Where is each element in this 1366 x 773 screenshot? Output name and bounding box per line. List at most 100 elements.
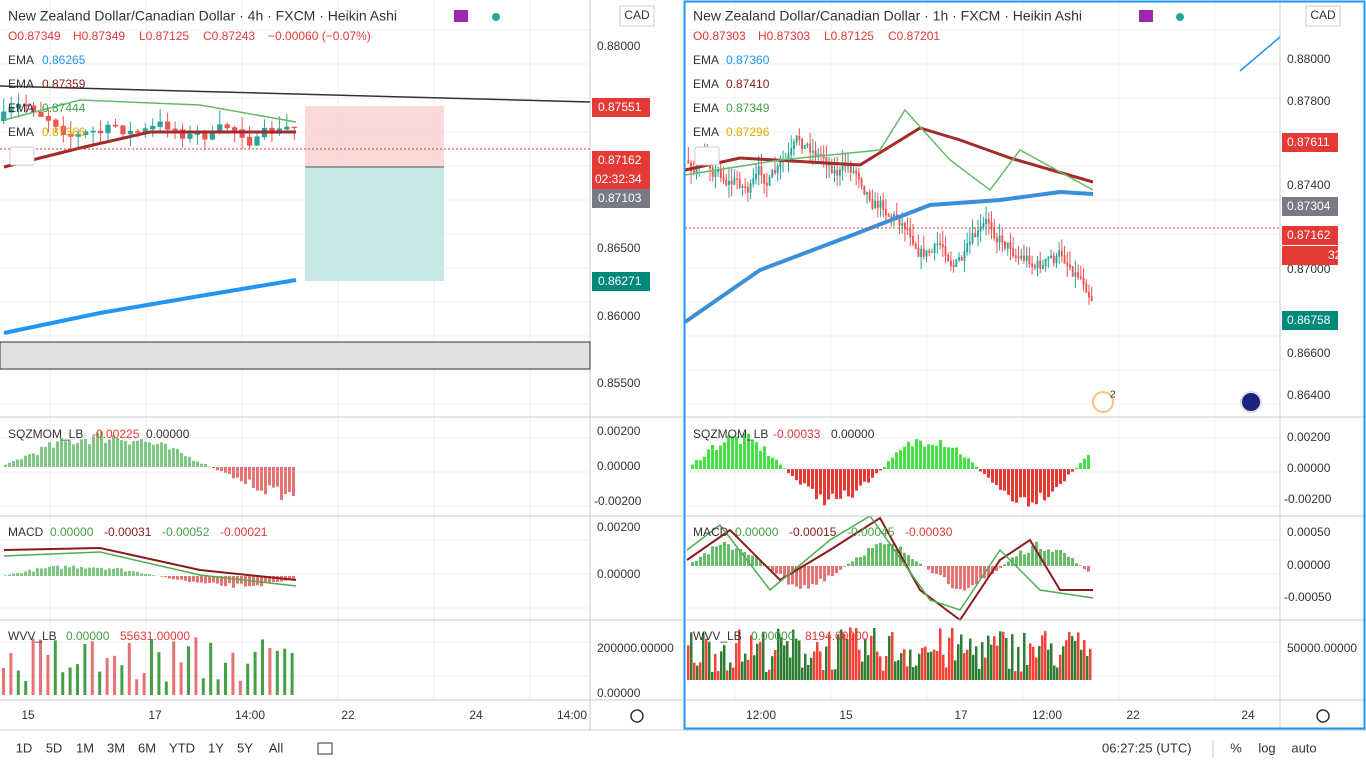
- log-toggle[interactable]: log: [1258, 740, 1275, 755]
- histogram-bar: [855, 469, 858, 491]
- volume-bar: [113, 656, 116, 695]
- histogram-bar: [731, 550, 734, 566]
- histogram-bar: [52, 566, 55, 576]
- histogram-bar: [144, 574, 147, 576]
- range-button[interactable]: YTD: [169, 740, 195, 755]
- candle-body: [752, 178, 754, 184]
- histogram-bar: [691, 562, 694, 566]
- candle-body: [1015, 255, 1017, 257]
- volume-bar: [202, 678, 205, 695]
- ohlc: H0.87349: [73, 29, 125, 43]
- volume-bar: [864, 639, 867, 680]
- flag-event-icon[interactable]: [1241, 392, 1261, 412]
- price-tick: 0.86500: [597, 241, 641, 255]
- candle-body: [172, 129, 177, 131]
- volume-bar: [165, 682, 168, 695]
- auto-toggle[interactable]: auto: [1291, 740, 1316, 755]
- collapse-button[interactable]: [10, 147, 34, 165]
- indicator-value: -0.00021: [220, 525, 268, 539]
- range-button[interactable]: All: [269, 740, 284, 755]
- histogram-bar: [895, 452, 898, 469]
- candle-body: [1058, 250, 1060, 256]
- histogram-bar: [975, 566, 978, 584]
- volume-bar: [924, 647, 927, 680]
- candle-body: [926, 250, 928, 256]
- volume-bar: [1029, 643, 1032, 680]
- candle-body: [763, 174, 765, 184]
- range-button[interactable]: 5D: [46, 740, 63, 755]
- histogram-bar: [835, 469, 838, 499]
- histogram-bar: [715, 546, 718, 566]
- volume-bar: [209, 643, 212, 695]
- histogram-bar: [979, 469, 982, 471]
- indicator-tick: 0.00000: [597, 686, 641, 700]
- histogram-bar: [148, 574, 151, 576]
- candle-body: [1074, 272, 1076, 276]
- candle-body: [904, 223, 906, 230]
- histogram-bar: [8, 463, 11, 467]
- histogram-bar: [939, 440, 942, 469]
- volume-bar: [699, 662, 702, 680]
- range-button[interactable]: 1Y: [208, 740, 224, 755]
- histogram-bar: [855, 557, 858, 566]
- candle-body: [985, 219, 987, 224]
- range-button[interactable]: 1M: [76, 740, 94, 755]
- volume-bar: [795, 639, 798, 680]
- histogram-bar: [927, 566, 930, 570]
- time-tick: 12:00: [746, 708, 776, 722]
- histogram-bar: [755, 442, 758, 469]
- volume-bar: [1089, 649, 1092, 680]
- histogram-bar: [951, 448, 954, 469]
- candle-body: [46, 116, 51, 121]
- ohlc: O0.87349: [8, 29, 61, 43]
- histogram-bar: [80, 439, 83, 467]
- histogram-bar: [919, 441, 922, 469]
- candle-body: [907, 229, 909, 230]
- histogram-bar: [791, 469, 794, 476]
- candle-body: [1007, 242, 1009, 248]
- range-button[interactable]: 1D: [16, 740, 33, 755]
- flag-icon[interactable]: [454, 10, 468, 22]
- volume-bar: [726, 670, 729, 680]
- histogram-bar: [1067, 469, 1070, 474]
- ema-value: 0.87360: [726, 53, 770, 67]
- percent-toggle[interactable]: %: [1230, 740, 1242, 755]
- candle-body: [728, 181, 730, 185]
- histogram-bar: [931, 566, 934, 573]
- histogram-bar: [811, 469, 814, 489]
- histogram-bar: [100, 568, 103, 576]
- range-button[interactable]: 5Y: [237, 740, 253, 755]
- histogram-bar: [268, 467, 271, 485]
- histogram-bar: [847, 564, 850, 566]
- histogram-bar: [871, 469, 874, 478]
- histogram-bar: [927, 444, 930, 469]
- histogram-bar: [136, 441, 139, 467]
- volume-bar: [1035, 657, 1038, 680]
- histogram-bar: [84, 439, 87, 467]
- histogram-bar: [44, 568, 47, 576]
- flag-icon[interactable]: [1139, 10, 1153, 22]
- range-button[interactable]: 3M: [107, 740, 125, 755]
- histogram-bar: [192, 576, 195, 582]
- candle-body: [834, 170, 836, 174]
- histogram-bar: [859, 469, 862, 486]
- histogram-bar: [735, 437, 738, 469]
- histogram-bar: [256, 576, 259, 585]
- histogram-bar: [723, 442, 726, 469]
- range-button[interactable]: 6M: [138, 740, 156, 755]
- collapse-button[interactable]: [695, 147, 719, 165]
- histogram-bar: [1079, 565, 1082, 566]
- indicator-value: 0.00000: [831, 427, 875, 441]
- histogram-bar: [196, 576, 199, 583]
- histogram-bar: [879, 543, 882, 566]
- candle-body: [812, 151, 814, 153]
- histogram-bar: [799, 469, 802, 485]
- histogram-bar: [72, 566, 75, 576]
- histogram-bar: [775, 460, 778, 469]
- volume-bar: [723, 645, 726, 680]
- histogram-bar: [60, 438, 63, 467]
- candle-body: [969, 242, 971, 244]
- volume-bar: [960, 635, 963, 680]
- indicator-value: -0.00052: [162, 525, 210, 539]
- volume-bar: [720, 651, 723, 680]
